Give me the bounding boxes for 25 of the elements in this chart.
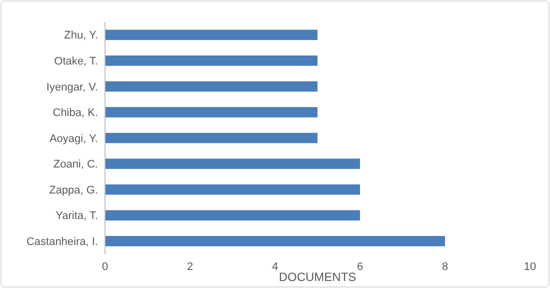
x-tick-label: 8 [442, 261, 448, 273]
y-tick-label: Otake, T. [54, 56, 98, 68]
x-tick-label: 0 [102, 261, 108, 273]
y-tick-label: Zhu, Y. [64, 30, 98, 42]
y-tick-label: Zappa, G. [49, 184, 98, 196]
y-tick-label: Chiba, K. [52, 107, 98, 120]
bar [105, 236, 445, 246]
bar [105, 132, 318, 144]
x-tick-label: 6 [356, 261, 364, 273]
y-tick-label: Aoyagi, Y. [49, 132, 98, 145]
bar [105, 210, 360, 220]
bar [105, 184, 360, 195]
y-tick-label: Yarita, T. [56, 210, 98, 222]
x-tick-label: 2 [186, 261, 194, 273]
bar [105, 30, 318, 40]
x-axis-title: DOCUMENTS [278, 270, 356, 284]
bar [105, 56, 318, 66]
bar [105, 81, 318, 92]
bar [105, 158, 360, 169]
y-tick-label: Zoani, C. [53, 158, 98, 171]
bar [105, 107, 318, 118]
y-tick-label: Iyengar, V. [46, 81, 98, 94]
x-tick-label: 10 [524, 261, 536, 273]
x-tick-label: 4 [272, 261, 278, 273]
y-tick-label: Castanheira, I. [26, 236, 98, 248]
